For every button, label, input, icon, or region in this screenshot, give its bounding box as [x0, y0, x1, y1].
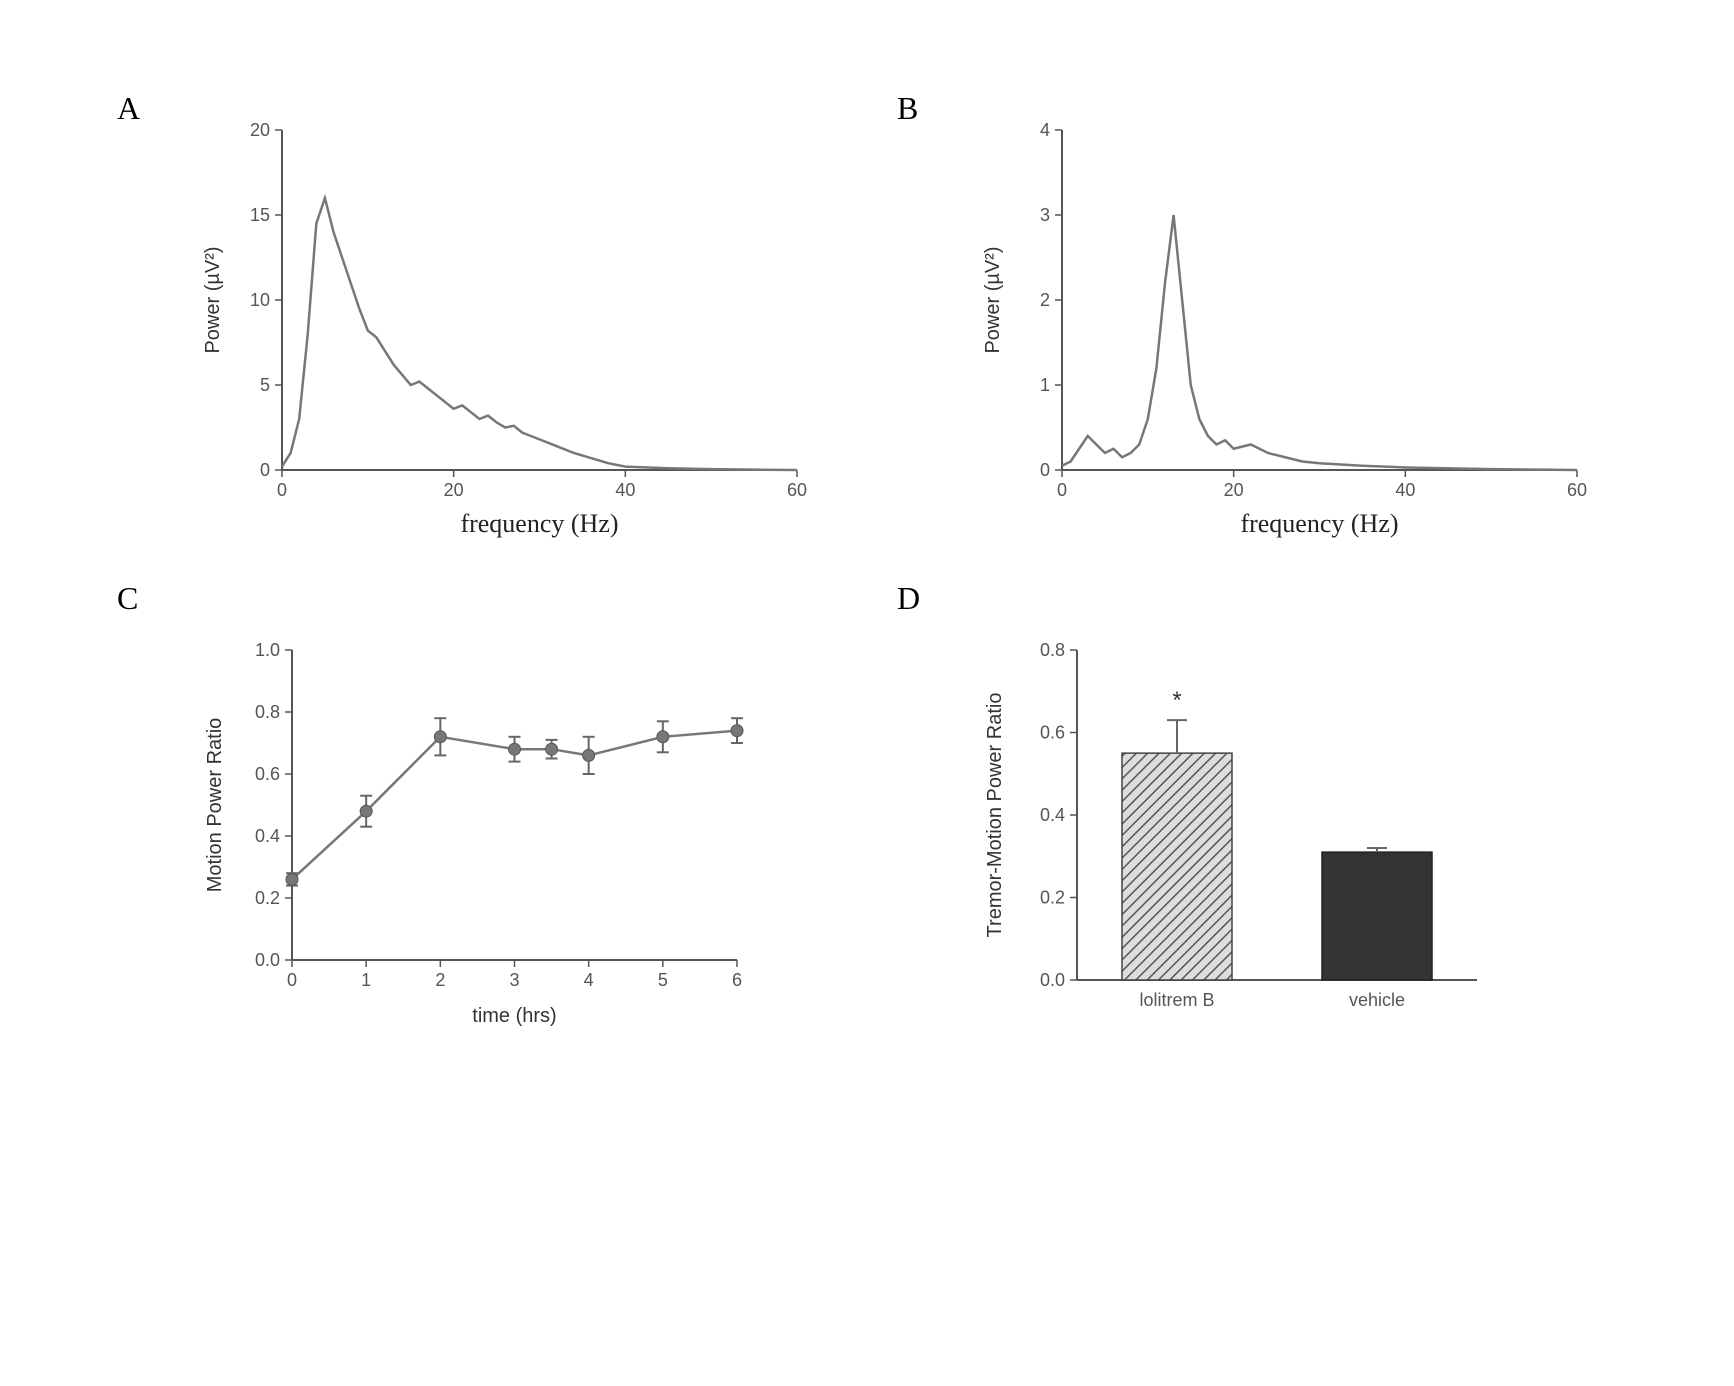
svg-text:0.0: 0.0	[255, 950, 280, 970]
svg-text:0: 0	[1057, 480, 1067, 500]
svg-text:0.4: 0.4	[1040, 805, 1065, 825]
svg-text:3: 3	[509, 970, 519, 990]
svg-text:Tremor-Motion Power Ratio: Tremor-Motion Power Ratio	[984, 693, 1006, 938]
svg-text:20: 20	[444, 480, 464, 500]
svg-text:5: 5	[658, 970, 668, 990]
svg-text:0.0: 0.0	[1040, 970, 1065, 990]
svg-text:0.2: 0.2	[1040, 888, 1065, 908]
svg-text:40: 40	[1395, 480, 1415, 500]
figure-grid: A 051015200204060Power (µV²)frequency (H…	[117, 100, 1617, 1040]
svg-text:4: 4	[1040, 120, 1050, 140]
panel-b: B 012340204060Power (µV²)frequency (Hz)	[897, 100, 1617, 550]
svg-text:frequency (Hz): frequency (Hz)	[1240, 509, 1398, 538]
svg-text:4: 4	[584, 970, 594, 990]
panel-b-label: B	[897, 90, 918, 127]
svg-text:0.4: 0.4	[255, 826, 280, 846]
svg-text:6: 6	[732, 970, 742, 990]
svg-text:0: 0	[1040, 460, 1050, 480]
svg-text:0.6: 0.6	[1040, 723, 1065, 743]
svg-text:1: 1	[1040, 375, 1050, 395]
svg-text:frequency (Hz): frequency (Hz)	[460, 509, 618, 538]
svg-text:0.6: 0.6	[255, 764, 280, 784]
panel-c-label: C	[117, 580, 138, 617]
svg-text:1: 1	[361, 970, 371, 990]
svg-text:1.0: 1.0	[255, 640, 280, 660]
panel-c: C 0.00.20.40.60.81.00123456Motion Power …	[117, 590, 837, 1040]
svg-text:*: *	[1172, 687, 1181, 714]
svg-text:20: 20	[250, 120, 270, 140]
svg-text:Power (µV²): Power (µV²)	[982, 246, 1004, 353]
svg-text:Power (µV²): Power (µV²)	[202, 246, 224, 353]
panel-a-label: A	[117, 90, 140, 127]
panel-d-chart: 0.0 0.2 0.4 0.6 0.8 Tremor-Motion Power Ratio…	[977, 640, 1617, 1040]
svg-text:60: 60	[787, 480, 807, 500]
svg-text:lolitrem B: lolitrem B	[1139, 990, 1214, 1010]
panel-a: A 051015200204060Power (µV²)frequency (H…	[117, 100, 837, 550]
svg-text:vehicle: vehicle	[1349, 990, 1405, 1010]
svg-text:5: 5	[260, 375, 270, 395]
svg-text:20: 20	[1224, 480, 1244, 500]
svg-text:0.8: 0.8	[255, 702, 280, 722]
svg-text:0: 0	[277, 480, 287, 500]
svg-text:2: 2	[435, 970, 445, 990]
panel-d-label: D	[897, 580, 920, 617]
svg-text:2: 2	[1040, 290, 1050, 310]
svg-text:time (hrs): time (hrs)	[472, 1005, 556, 1027]
svg-text:40: 40	[615, 480, 635, 500]
svg-text:0.8: 0.8	[1040, 640, 1065, 660]
svg-text:Motion Power Ratio: Motion Power Ratio	[204, 718, 226, 893]
panel-d: D 0.00.20.40.60.8Tremor-Motion Power Rat…	[897, 590, 1617, 1040]
svg-text:0.2: 0.2	[255, 888, 280, 908]
svg-text:10: 10	[250, 290, 270, 310]
svg-text:0: 0	[287, 970, 297, 990]
svg-text:3: 3	[1040, 205, 1050, 225]
svg-text:60: 60	[1567, 480, 1587, 500]
svg-text:0: 0	[260, 460, 270, 480]
panel-b-chart: 012340204060Power (µV²)frequency (Hz)	[977, 110, 1617, 550]
svg-text:15: 15	[250, 205, 270, 225]
panel-c-chart: 0.0 0.2 0.4 0.6 0.8 1.0 0 1 2 3 4 5 6 Motion Power Ra…	[197, 640, 837, 1040]
panel-a-chart: 0 5 10 15 20 0 20 40 60 Power (µV²) frequency (Hz)	[197, 110, 837, 550]
